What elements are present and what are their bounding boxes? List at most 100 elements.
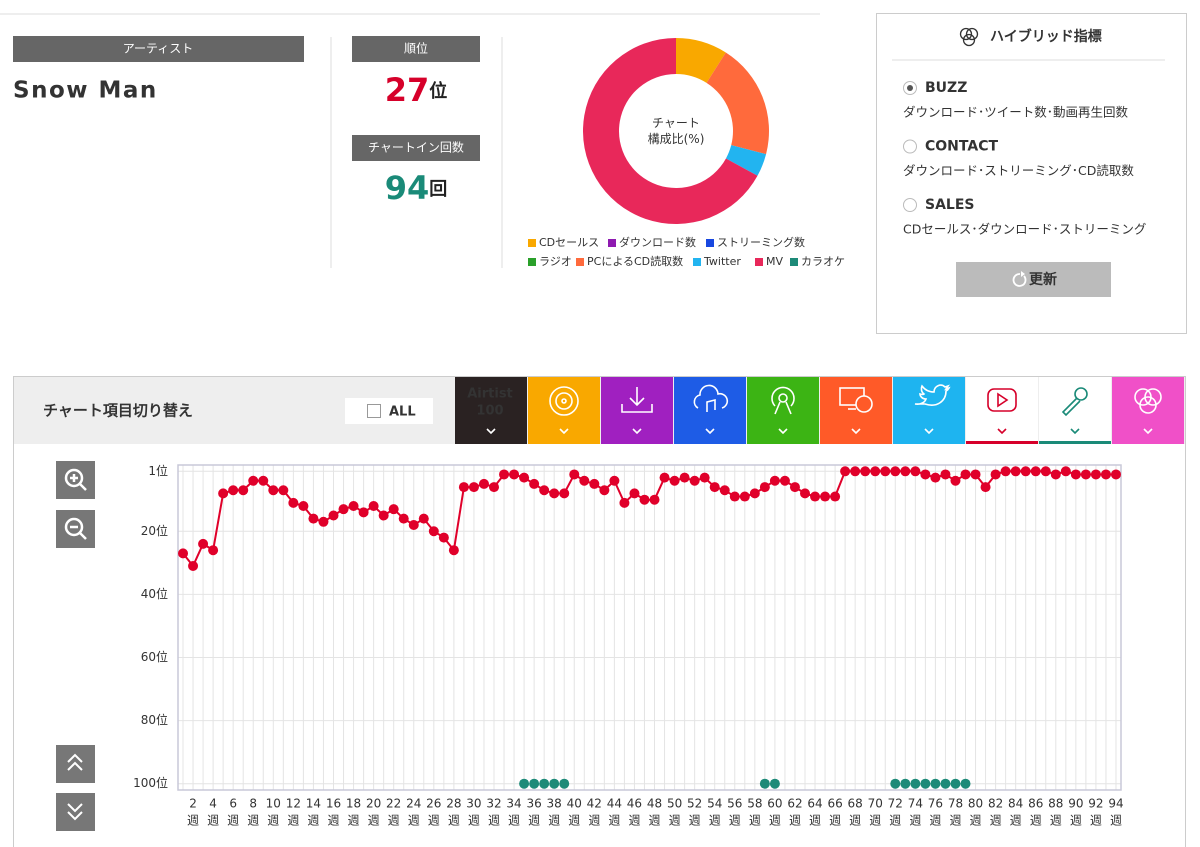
chart-section — [13, 376, 1186, 847]
tab-chevron — [559, 428, 569, 435]
series-point — [559, 488, 570, 499]
radio[interactable] — [903, 139, 917, 154]
tab-icon — [549, 386, 579, 416]
series-point — [188, 560, 199, 571]
series-point — [1000, 466, 1011, 477]
x-tick-unit: 週 — [689, 814, 701, 828]
x-tick-label: 54 — [707, 797, 722, 811]
option-description: ダウンロード･ストリーミング･CD読取数 — [903, 163, 1134, 178]
legend-label: Twitter — [703, 255, 741, 268]
legend-label: ラジオ — [539, 255, 572, 268]
series-point — [208, 545, 219, 556]
series-point — [930, 472, 941, 483]
x-tick-label: 42 — [587, 797, 602, 811]
series-point — [248, 475, 259, 486]
series-point — [549, 488, 560, 499]
tab-icon-part — [987, 388, 1017, 412]
x-tick-label: 38 — [547, 797, 562, 811]
y-tick-label: 100位 — [133, 775, 168, 790]
tab-icon-part — [693, 384, 729, 409]
series-point — [749, 488, 760, 499]
x-tick-unit: 週 — [889, 814, 901, 828]
tab-icon-part — [549, 386, 579, 416]
scroll-down-icon — [67, 803, 83, 821]
legend-swatch — [693, 258, 701, 266]
scroll-down[interactable] — [56, 793, 95, 831]
tab-icon-part — [1074, 387, 1088, 401]
series-point — [348, 501, 359, 512]
legend-swatch — [528, 239, 536, 247]
tab-chevron — [851, 428, 861, 435]
series-point — [1080, 469, 1091, 480]
legend-swatch — [790, 258, 798, 266]
refresh-icon-arrow — [1021, 271, 1025, 277]
series-point — [719, 485, 730, 496]
series-point — [1030, 466, 1041, 477]
all-checkbox[interactable] — [367, 404, 381, 418]
series-point — [930, 778, 941, 789]
tab-icon-part — [855, 395, 873, 413]
x-tick-unit: 週 — [1110, 814, 1122, 828]
tab-icon — [693, 384, 729, 412]
series-point — [489, 482, 500, 493]
series-point — [529, 778, 540, 789]
series-point — [1040, 466, 1051, 477]
tab-chevron — [486, 428, 496, 435]
update-button-label: 更新 — [1029, 271, 1057, 288]
series-point — [920, 778, 931, 789]
x-tick-unit: 週 — [207, 814, 219, 828]
series-point — [258, 475, 269, 486]
x-tick-label: 8 — [249, 797, 257, 811]
x-tick-label: 84 — [1008, 797, 1023, 811]
series-point — [940, 778, 951, 789]
series-point — [1110, 469, 1121, 480]
option-description: CDセールス･ダウンロード･ストリーミング — [903, 222, 1146, 237]
series-point — [880, 466, 891, 477]
x-tick-unit: 週 — [488, 814, 500, 828]
x-tick-unit: 週 — [649, 814, 661, 828]
all-label: ALL — [389, 405, 416, 420]
plot-frame — [177, 464, 1122, 791]
x-tick-label: 92 — [1088, 797, 1103, 811]
x-tick-label: 50 — [667, 797, 682, 811]
zoom-in[interactable] — [56, 461, 95, 499]
x-tick-unit: 週 — [709, 814, 721, 828]
option-label: BUZZ — [925, 80, 967, 96]
x-tick-label: 32 — [486, 797, 501, 811]
legend-swatch — [576, 258, 584, 266]
series-point — [338, 504, 349, 515]
x-tick-unit: 週 — [1070, 814, 1082, 828]
series-point — [689, 475, 700, 486]
update-button[interactable] — [956, 262, 1111, 297]
artist-header-bar — [13, 36, 304, 62]
series-point — [769, 778, 780, 789]
x-tick-unit: 週 — [749, 814, 761, 828]
x-tick-unit: 週 — [428, 814, 440, 828]
x-tick-label: 46 — [627, 797, 642, 811]
radio[interactable] — [903, 198, 917, 212]
tab-icon-part — [621, 387, 653, 413]
series-point — [268, 485, 279, 496]
tab-underline — [966, 441, 1038, 444]
x-tick-label: 16 — [326, 797, 341, 811]
all-toggle[interactable] — [345, 398, 433, 424]
x-tick-label: 14 — [306, 797, 321, 811]
artist-header: アーティスト — [123, 42, 194, 56]
series-point — [519, 778, 530, 789]
series-point — [980, 482, 991, 493]
tab-icon — [987, 388, 1017, 412]
series-point — [198, 538, 209, 549]
legend-swatch — [755, 258, 763, 266]
series-point — [910, 778, 921, 789]
donut-title-line: チャート — [652, 116, 700, 130]
tab-icon — [1134, 388, 1162, 414]
series-point — [950, 778, 961, 789]
x-tick-unit: 週 — [247, 814, 259, 828]
tab-icon-part — [997, 392, 1009, 408]
x-tick-unit: 週 — [869, 814, 881, 828]
series-point — [910, 466, 921, 477]
series-point — [178, 548, 189, 559]
zoom-out[interactable] — [56, 510, 95, 548]
x-tick-label: 70 — [868, 797, 883, 811]
